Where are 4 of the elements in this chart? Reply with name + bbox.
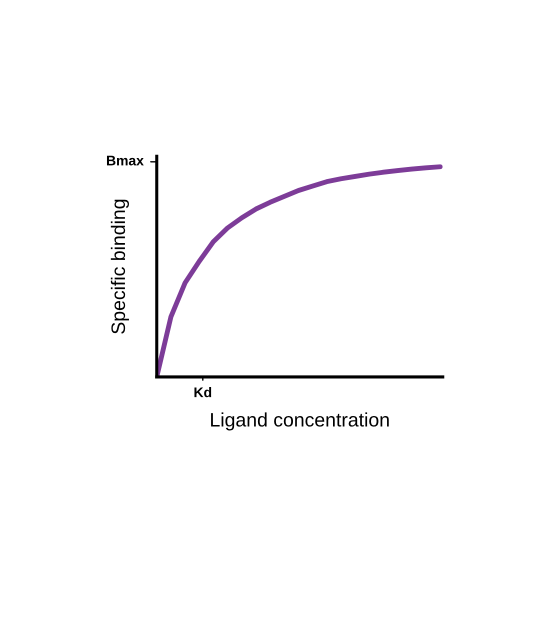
y-axis-title: Specific binding <box>110 200 129 334</box>
text: Kd <box>194 387 212 398</box>
x-axis-title: Ligand concentration <box>211 412 389 431</box>
text: Bmax <box>106 156 144 166</box>
